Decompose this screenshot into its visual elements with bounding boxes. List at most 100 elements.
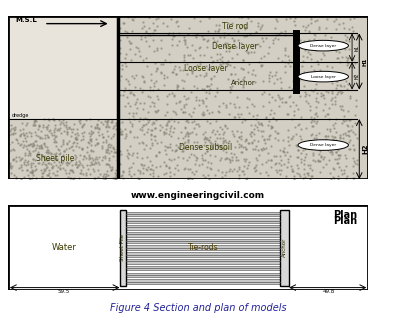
Point bbox=[347, 17, 353, 22]
Point bbox=[32, 123, 38, 128]
Point bbox=[29, 169, 35, 174]
Point bbox=[83, 171, 89, 176]
Point bbox=[145, 126, 151, 131]
Point bbox=[215, 28, 221, 34]
Point bbox=[104, 147, 110, 152]
Point bbox=[175, 155, 181, 160]
Point bbox=[193, 73, 200, 78]
Point bbox=[313, 104, 319, 109]
Point bbox=[310, 152, 316, 157]
Point bbox=[206, 165, 213, 170]
Point bbox=[201, 142, 207, 148]
Point bbox=[79, 147, 86, 152]
Point bbox=[103, 168, 110, 173]
Point bbox=[227, 89, 233, 94]
Text: H2: H2 bbox=[362, 144, 369, 155]
Point bbox=[110, 147, 117, 152]
Point bbox=[118, 152, 124, 157]
Point bbox=[324, 112, 331, 117]
Point bbox=[26, 129, 32, 135]
Point bbox=[139, 20, 146, 25]
Point bbox=[326, 117, 332, 122]
Point bbox=[167, 59, 173, 65]
Point bbox=[173, 72, 179, 77]
Point bbox=[322, 114, 328, 119]
Text: Sheet pile: Sheet pile bbox=[36, 154, 74, 163]
Point bbox=[334, 79, 340, 84]
Point bbox=[223, 139, 229, 144]
Point bbox=[115, 130, 122, 135]
Point bbox=[329, 89, 336, 94]
Point bbox=[203, 89, 209, 94]
Point bbox=[223, 49, 229, 54]
Point bbox=[81, 122, 88, 127]
Point bbox=[168, 91, 175, 96]
Point bbox=[187, 52, 193, 58]
Point bbox=[117, 50, 124, 55]
Point bbox=[85, 166, 91, 171]
Point bbox=[338, 90, 345, 95]
Point bbox=[316, 139, 323, 144]
Point bbox=[182, 133, 188, 139]
Point bbox=[236, 141, 242, 146]
Point bbox=[352, 76, 358, 81]
Point bbox=[278, 162, 284, 168]
Point bbox=[168, 69, 175, 74]
Point bbox=[153, 165, 159, 170]
Point bbox=[185, 134, 192, 139]
Point bbox=[162, 148, 169, 153]
Point bbox=[27, 151, 33, 156]
Point bbox=[275, 56, 281, 61]
Point bbox=[207, 86, 213, 92]
Point bbox=[190, 16, 197, 21]
Point bbox=[77, 170, 83, 175]
Point bbox=[243, 48, 249, 53]
Point bbox=[173, 142, 179, 148]
Point bbox=[209, 144, 215, 149]
Point bbox=[8, 127, 14, 132]
Point bbox=[191, 125, 198, 130]
Point bbox=[315, 157, 321, 162]
Point bbox=[336, 43, 342, 49]
Point bbox=[207, 147, 213, 152]
Point bbox=[246, 62, 252, 67]
Point bbox=[208, 54, 214, 59]
Point bbox=[30, 123, 37, 128]
Point bbox=[28, 170, 34, 175]
Point bbox=[329, 149, 335, 155]
Point bbox=[185, 131, 191, 136]
Point bbox=[169, 42, 175, 47]
Point bbox=[117, 131, 123, 137]
Point bbox=[216, 27, 223, 32]
Point bbox=[69, 143, 75, 148]
Point bbox=[311, 31, 317, 37]
Point bbox=[61, 148, 67, 154]
Point bbox=[236, 144, 242, 150]
Point bbox=[158, 139, 164, 144]
Point bbox=[353, 157, 360, 162]
Point bbox=[229, 129, 235, 134]
Point bbox=[107, 144, 114, 150]
Point bbox=[239, 22, 246, 28]
Point bbox=[128, 90, 134, 95]
Point bbox=[72, 152, 78, 157]
Point bbox=[139, 141, 146, 146]
Point bbox=[110, 123, 117, 128]
Point bbox=[169, 148, 175, 153]
Point bbox=[325, 133, 331, 139]
Point bbox=[330, 136, 337, 141]
Point bbox=[182, 41, 188, 46]
Point bbox=[99, 146, 106, 151]
Point bbox=[166, 164, 172, 170]
Point bbox=[40, 159, 46, 165]
Point bbox=[10, 158, 17, 163]
Point bbox=[129, 111, 136, 116]
Point bbox=[251, 131, 257, 136]
Point bbox=[225, 26, 231, 31]
Point bbox=[170, 130, 176, 135]
Point bbox=[50, 129, 57, 135]
Point bbox=[342, 153, 348, 158]
Point bbox=[45, 151, 51, 156]
Point bbox=[94, 141, 101, 147]
Point bbox=[66, 160, 72, 166]
